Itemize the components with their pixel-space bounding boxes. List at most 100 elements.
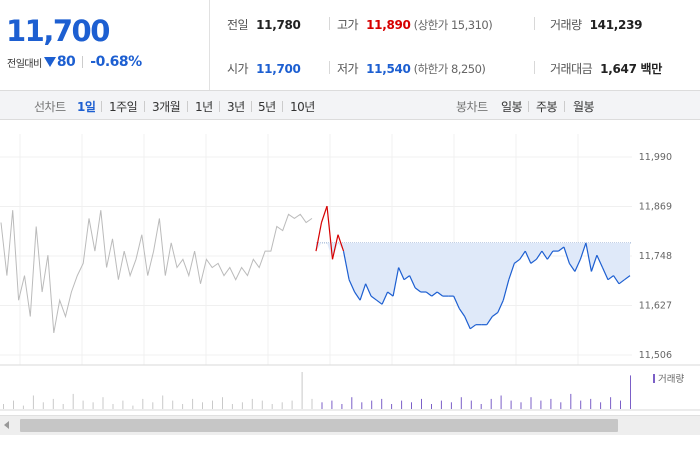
stat-open: 시가 11,700 xyxy=(227,60,301,77)
volume-bar xyxy=(32,395,34,409)
volume-bar xyxy=(431,404,432,409)
series-line-segment xyxy=(563,246,570,264)
series-line-segment xyxy=(618,279,625,285)
series-line-segment xyxy=(519,250,526,260)
volume-bar xyxy=(480,404,482,409)
volume-bar xyxy=(590,398,592,409)
volume-bar xyxy=(192,398,194,409)
volume-bar xyxy=(580,400,582,409)
series-line-segment xyxy=(458,308,466,317)
tab-period-5y[interactable]: 5년 xyxy=(258,100,276,114)
series-line-segment xyxy=(546,250,554,260)
volume-bar xyxy=(241,402,243,409)
series-line-segment xyxy=(574,259,581,272)
volume-legend-label: 거래량 xyxy=(658,373,684,385)
stat-value: 11,540 xyxy=(366,62,411,76)
series-line-segment xyxy=(431,291,438,297)
series-line-segment xyxy=(464,316,471,330)
volume-bar xyxy=(510,400,512,409)
series-line-segment xyxy=(354,291,361,301)
scroll-left-arrow-icon[interactable] xyxy=(4,421,9,429)
volume-bar xyxy=(62,404,64,409)
series-area-fill xyxy=(316,242,630,329)
series-line-segment xyxy=(596,254,604,268)
series-line-segment xyxy=(326,206,334,260)
volume-bar xyxy=(271,404,273,409)
series-line-segment xyxy=(624,275,631,281)
upper-limit: (상한가 15,310) xyxy=(413,18,493,32)
tab-period-3m[interactable]: 3개월 xyxy=(152,100,181,114)
volume-bar xyxy=(341,404,343,409)
volume-bar xyxy=(122,400,124,409)
volume-bar xyxy=(630,375,631,409)
volume-bar xyxy=(520,402,522,409)
divider xyxy=(219,101,220,112)
volume-bar xyxy=(371,400,373,409)
divider xyxy=(329,61,330,74)
series-line-segment xyxy=(613,275,620,285)
volume-bar xyxy=(570,393,572,409)
volume-legend: 거래량 xyxy=(653,373,684,385)
divider xyxy=(251,101,252,112)
series-line-segment xyxy=(370,295,377,301)
series-line-segment xyxy=(331,234,339,260)
divider xyxy=(564,101,565,112)
volume-bar xyxy=(281,402,283,409)
divider xyxy=(534,17,535,30)
stat-low: 저가 11,540 (하한가 8,250) xyxy=(337,60,486,77)
series-line-segment xyxy=(392,267,400,297)
series-line-segment xyxy=(568,263,576,272)
volume-bar xyxy=(460,397,462,409)
volume-bar xyxy=(331,400,333,409)
series-line-segment xyxy=(403,275,410,281)
series-line-segment xyxy=(502,279,510,301)
series-line-segment xyxy=(579,242,587,260)
chart-series xyxy=(0,205,632,333)
tab-period-1d[interactable]: 1일 xyxy=(77,100,96,114)
stat-label: 거래량 xyxy=(550,18,582,32)
series-line-segment xyxy=(497,299,504,313)
series-line-segment xyxy=(337,234,345,252)
series-line-segment xyxy=(491,312,499,317)
stat-amount: 거래대금 1,647 백만 xyxy=(550,60,662,77)
volume-legend-swatch xyxy=(653,374,655,383)
tab-period-10y[interactable]: 10년 xyxy=(290,100,315,114)
volume-bar xyxy=(540,400,542,409)
current-price: 11,700 xyxy=(6,14,110,48)
series-line-segment xyxy=(342,250,350,280)
series-line-segment xyxy=(535,250,543,260)
series-line-segment xyxy=(486,316,493,326)
tab-period-1w[interactable]: 1주일 xyxy=(109,100,138,114)
series-line-segment xyxy=(348,279,356,293)
change-amount: 80 xyxy=(56,54,76,70)
tab-candle-weekly[interactable]: 주봉 xyxy=(536,100,558,114)
volume-bar xyxy=(102,397,104,409)
series-line-segment xyxy=(387,291,394,297)
volume-bar xyxy=(291,400,293,409)
volume-bar xyxy=(450,402,452,409)
tab-period-1y[interactable]: 1년 xyxy=(195,100,213,114)
tab-candle-daily[interactable]: 일봉 xyxy=(501,100,523,114)
volume-bar xyxy=(92,402,94,409)
tab-period-3y[interactable]: 3년 xyxy=(227,100,245,114)
lower-limit: (하한가 8,250) xyxy=(413,62,486,76)
chart-scrollbar[interactable] xyxy=(0,415,700,435)
series-line-segment xyxy=(530,258,537,264)
stat-label: 전일 xyxy=(227,18,249,32)
scroll-thumb[interactable] xyxy=(20,419,618,432)
volume-bar xyxy=(500,395,502,409)
volume-bar xyxy=(470,400,472,409)
volume-bar xyxy=(301,372,303,409)
tab-candle-monthly[interactable]: 월봉 xyxy=(573,100,595,114)
price-chart[interactable]: 11,990 11,869 11,748 11,627 11,506 거래량 xyxy=(0,120,700,415)
volume-bar xyxy=(440,400,442,409)
series-line-segment xyxy=(524,250,532,264)
volume-bar xyxy=(550,398,552,409)
volume-bar xyxy=(411,402,412,409)
volume-bar xyxy=(381,398,383,409)
volume-bar xyxy=(251,398,253,409)
change-rate: -0.68% xyxy=(90,54,142,70)
divider xyxy=(329,17,330,30)
stat-value: 11,780 xyxy=(256,18,301,32)
stats-panel: 전일 11,780 시가 11,700 고가 11,890 (상한가 15,31… xyxy=(211,0,700,90)
